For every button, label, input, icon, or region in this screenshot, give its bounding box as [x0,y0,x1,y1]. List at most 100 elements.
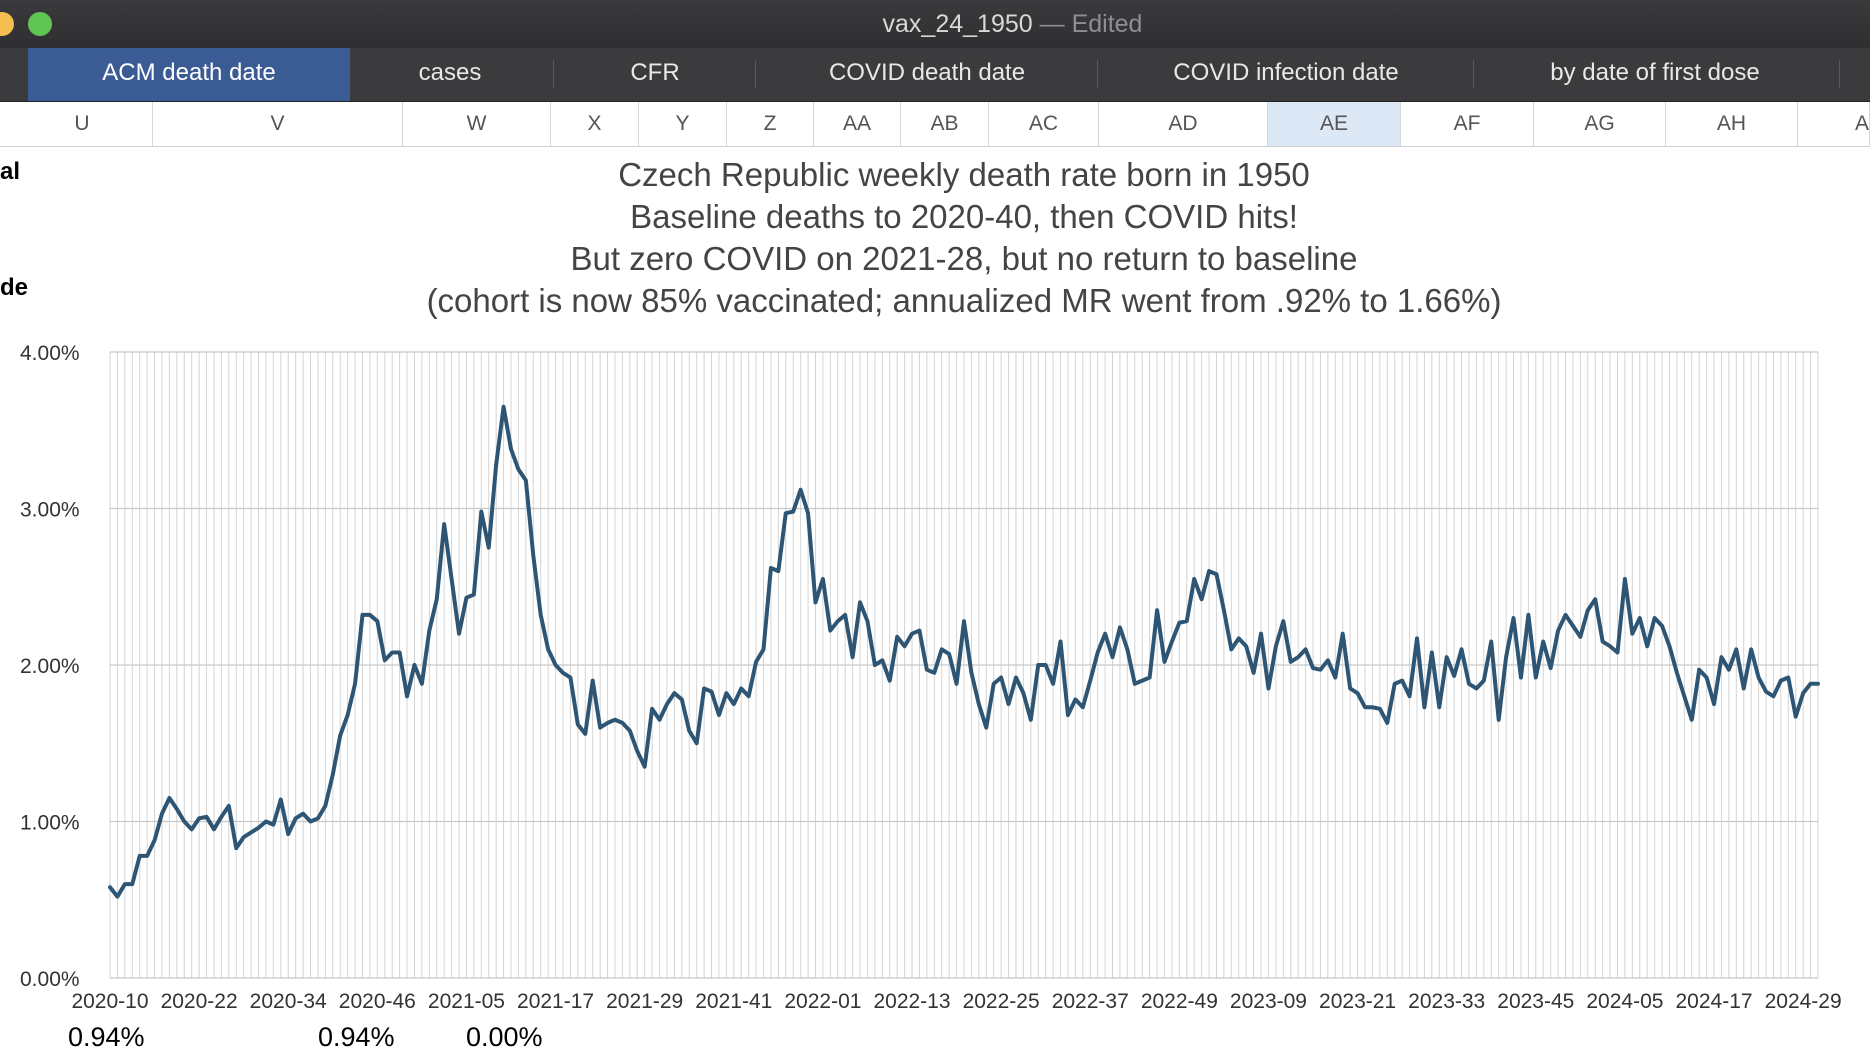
cell-u-bottom[interactable]: 0.94% [68,1022,145,1052]
data-point [724,691,728,695]
cell-fragment-left-2[interactable]: de [0,274,29,301]
data-point [271,823,275,827]
data-point [769,566,773,570]
column-header-aa[interactable]: AA [814,102,901,146]
data-point [390,650,394,654]
data-point [115,895,119,899]
data-point [739,686,743,690]
data-point [1304,647,1308,651]
column-header-next[interactable]: A [1798,102,1870,146]
data-point [1445,655,1449,659]
data-point [435,597,439,601]
column-header-y[interactable]: Y [639,102,727,146]
data-point [784,511,788,515]
data-point [338,733,342,737]
column-header-ae[interactable]: AE [1268,102,1401,146]
data-point [1697,668,1701,672]
tab-covid-death-date[interactable]: COVID death date [828,59,1026,86]
tab-cfr[interactable]: CFR [630,59,680,86]
data-point [286,832,290,836]
data-point [984,726,988,730]
data-point [598,726,602,730]
column-header-ac[interactable]: AC [989,102,1099,146]
data-point [1044,663,1048,667]
zoom-button[interactable] [28,12,52,36]
tab-cases[interactable]: cases [418,59,482,86]
data-point [1133,682,1137,686]
data-point [1497,718,1501,722]
data-point [917,629,921,633]
data-point [257,826,261,830]
y-tick-label: 4.00% [20,342,80,365]
data-point [1742,686,1746,690]
data-point [910,632,914,636]
column-header-af[interactable]: AF [1401,102,1534,146]
data-point [791,510,795,514]
data-point [1036,663,1040,667]
minimize-button[interactable] [0,12,14,36]
data-point [1341,632,1345,636]
data-point [1623,577,1627,581]
data-point [279,798,283,802]
column-header-u[interactable]: U [12,102,153,146]
data-point [1088,679,1092,683]
column-header-z[interactable]: Z [727,102,814,146]
data-point [1281,619,1285,623]
data-point [1809,682,1813,686]
column-header-ad[interactable]: AD [1099,102,1268,146]
tab-by-date-of-first-dose[interactable]: by date of first dose [1550,59,1760,86]
data-point [1111,655,1115,659]
data-point [1630,632,1634,636]
data-point [1467,682,1471,686]
cell-w-bottom[interactable]: 0.00% [466,1022,543,1052]
window-titlebar: vax_24_1950 — Edited [0,0,1870,49]
data-point [1326,658,1330,662]
data-point [635,749,639,753]
column-header-v[interactable]: V [153,102,403,146]
chart-title-line: Baseline deaths to 2020-40, then COVID h… [630,198,1298,235]
data-point [903,644,907,648]
tab-divider [553,60,554,88]
cell-fragment-left-1[interactable]: al [0,158,21,185]
column-header-ah[interactable]: AH [1666,102,1798,146]
data-point [375,619,379,623]
data-point [613,718,617,722]
data-point [1170,640,1174,644]
data-point [1021,691,1025,695]
data-point [836,619,840,623]
data-point [1103,632,1107,636]
chart-title: Czech Republic weekly death rate born in… [427,156,1502,319]
column-header-x[interactable]: X [551,102,639,146]
data-point [524,478,528,482]
data-point [813,600,817,604]
data-point [1549,666,1553,670]
cell-v-bottom[interactable]: 0.94% [318,1022,395,1052]
data-point [123,882,127,886]
data-point [925,668,929,672]
data-point [331,773,335,777]
death-rate-line-chart[interactable]: Czech Republic weekly death rate born in… [0,146,1870,1022]
x-tick-label: 2022-37 [1052,990,1129,1013]
x-tick-label: 2020-34 [250,990,327,1013]
data-point [1660,624,1664,628]
data-point [1266,686,1270,690]
data-point [1564,613,1568,617]
x-tick-label: 2024-29 [1765,990,1842,1013]
chart-title-line: But zero COVID on 2021-28, but no return… [571,240,1358,277]
data-point [487,546,491,550]
data-point [1214,572,1218,576]
data-point [1816,682,1820,686]
data-point [776,569,780,573]
tab-covid-infection-date[interactable]: COVID infection date [1173,59,1399,86]
column-header-ab[interactable]: AB [901,102,989,146]
column-header-ag[interactable]: AG [1534,102,1666,146]
y-tick-label: 1.00% [20,812,80,835]
tab-acm-death-date[interactable]: ACM death date [28,48,350,101]
data-point [502,405,506,409]
data-point [1794,715,1798,719]
data-point [1318,668,1322,672]
x-tick-label: 2021-17 [517,990,594,1013]
column-header-w[interactable]: W [403,102,551,146]
data-point [1066,713,1070,717]
x-tick-label: 2022-49 [1141,990,1218,1013]
